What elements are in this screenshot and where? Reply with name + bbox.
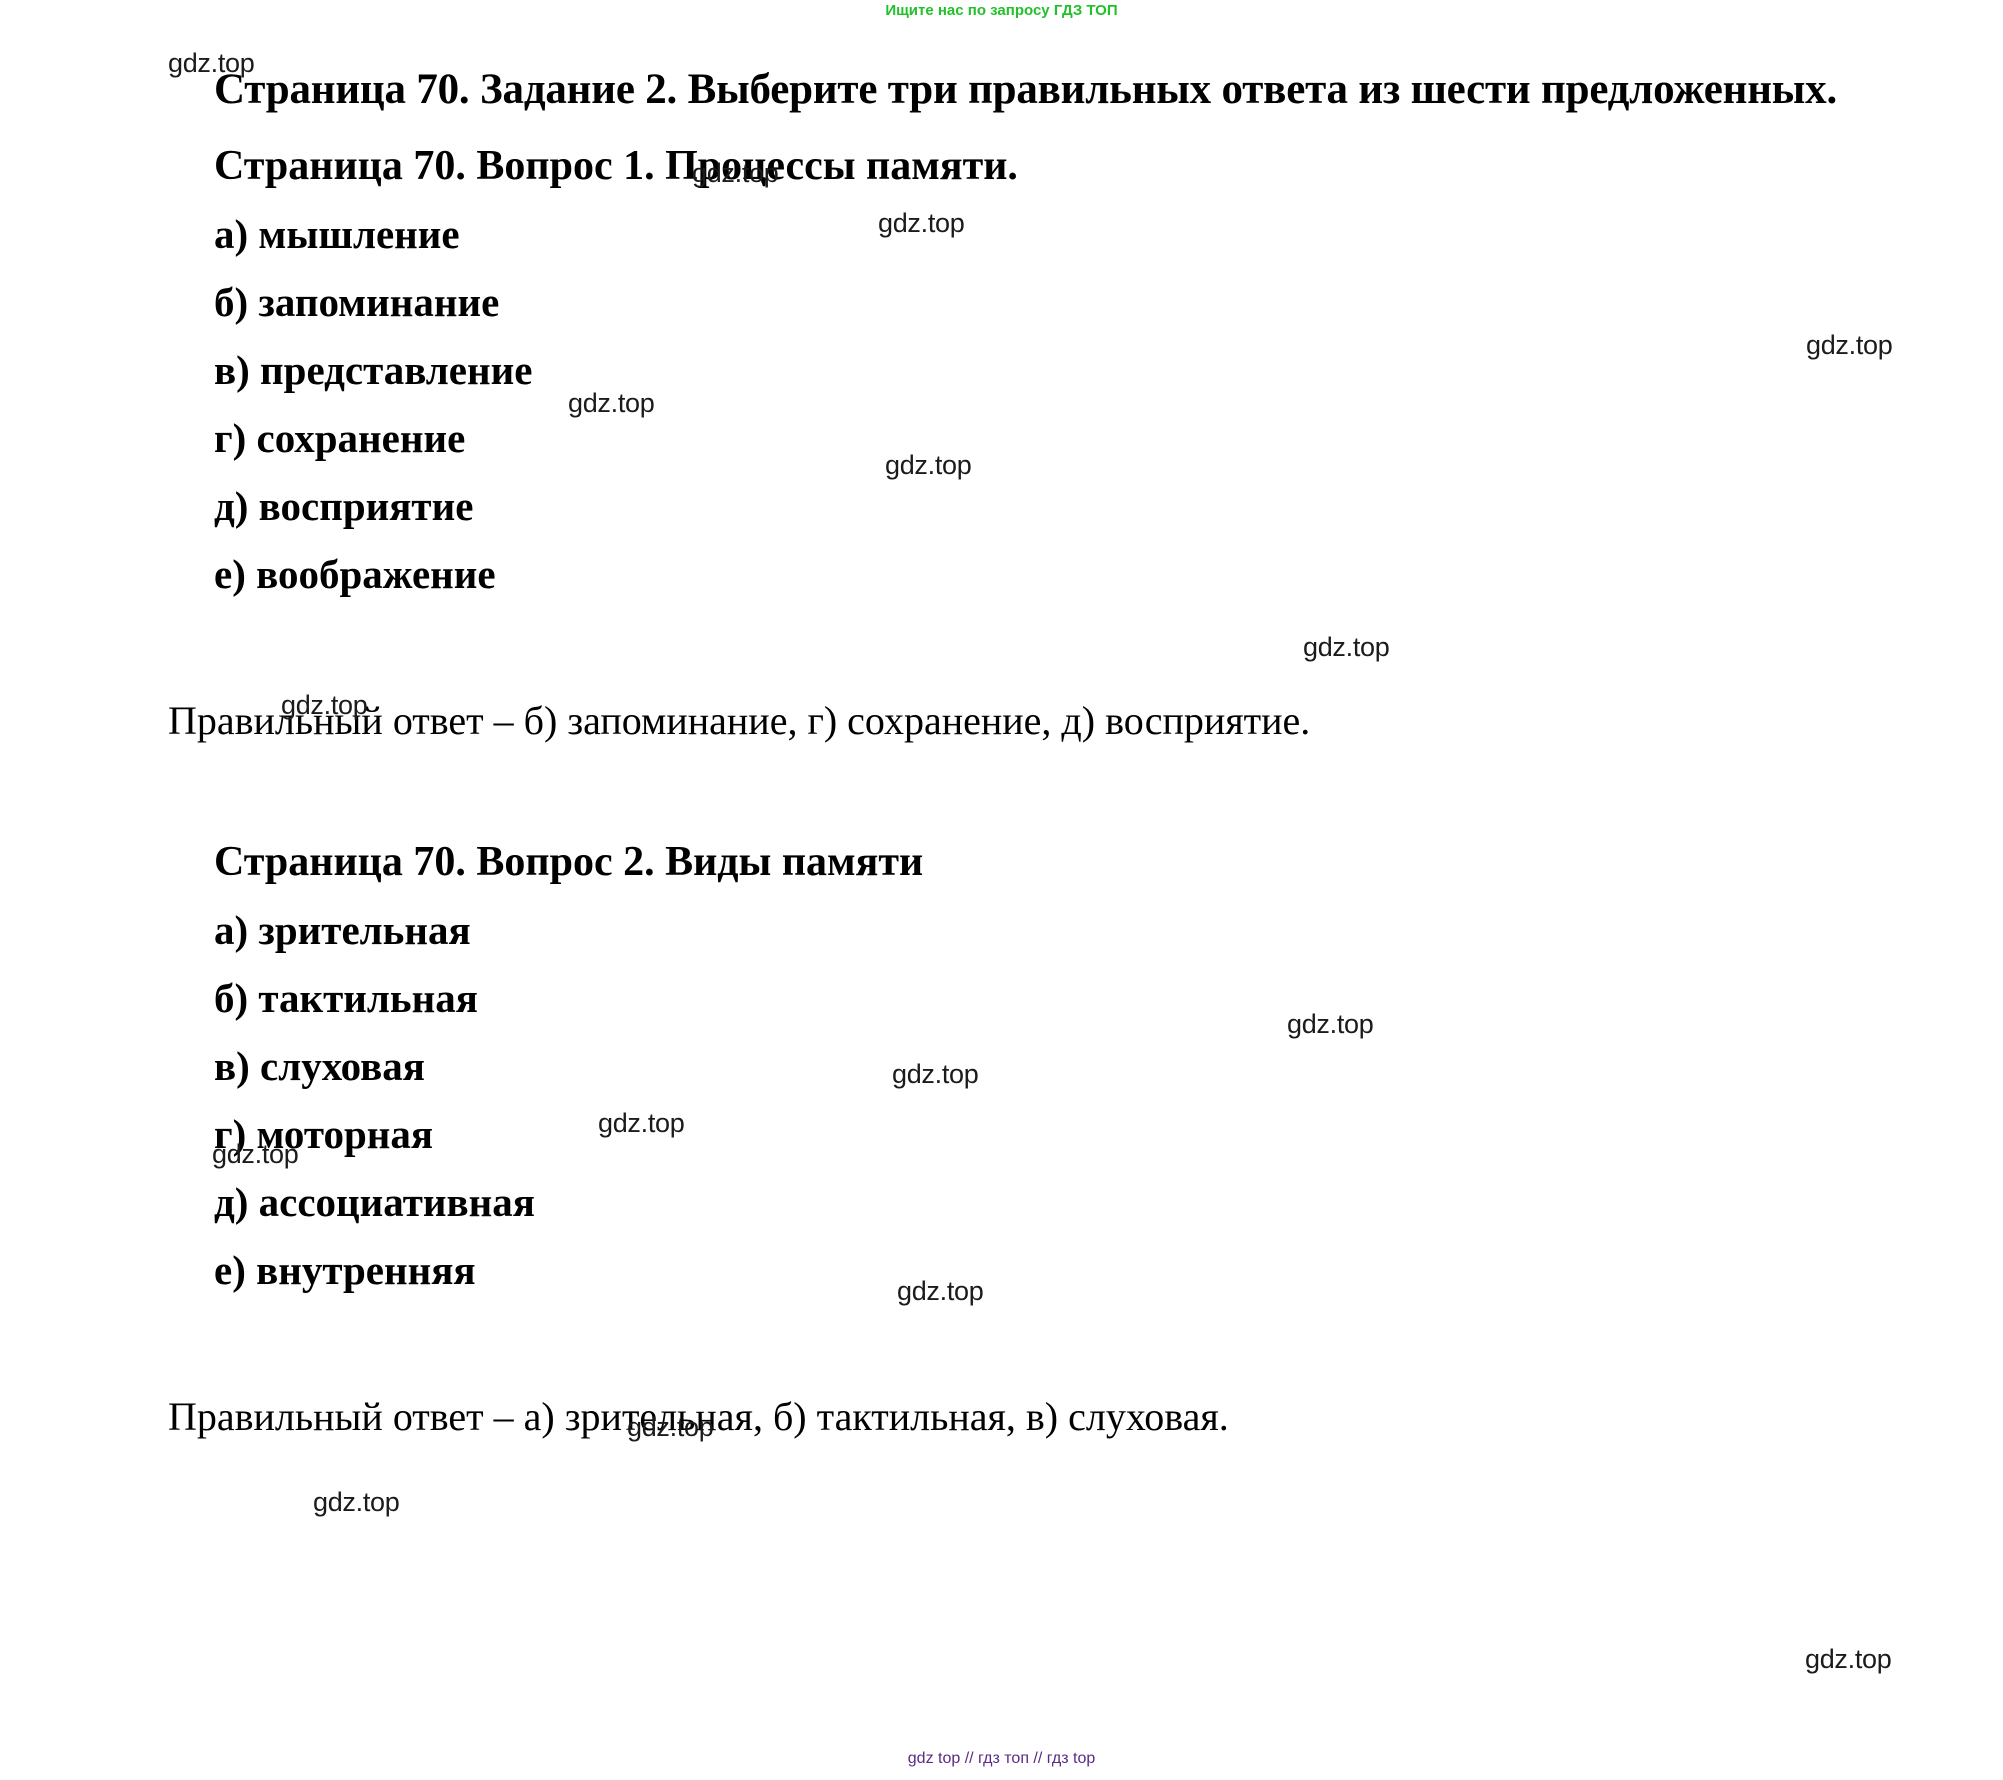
question-1-answer: Правильный ответ – б) запоминание, г) со… (168, 697, 1311, 743)
intro-paragraph: Страница 70. Задание 2. Выберите три пра… (214, 66, 1838, 113)
question-1-option-d[interactable]: д) восприятие (214, 482, 474, 529)
question-1-heading: Страница 70. Вопрос 1. Процессы памяти. (214, 142, 1018, 189)
watermark-gdz-top: gdz.top (897, 1276, 984, 1306)
watermark-gdz-top: gdz.top (598, 1108, 685, 1138)
promo-banner: Ищите нас по запросу ГДЗ ТОП (885, 2, 1118, 19)
watermark-gdz-top: gdz.top (212, 1139, 299, 1169)
watermark-gdz-top: gdz.top (313, 1487, 400, 1517)
watermark-gdz-top: gdz.top (1303, 632, 1390, 662)
watermark-gdz-top: gdz.top (892, 1059, 979, 1089)
footer-links: gdz top // гдз топ // гдз top (907, 1750, 1096, 1767)
question-2-option-e[interactable]: е) внутренняя (214, 1246, 476, 1293)
question-2-option-v[interactable]: в) слуховая (214, 1042, 425, 1089)
question-1-option-b[interactable]: б) запоминание (214, 278, 500, 325)
watermark-gdz-top: gdz.top (627, 1412, 714, 1442)
question-2-option-a[interactable]: а) зрительная (214, 906, 471, 953)
watermark-gdz-top: gdz.top (1806, 330, 1893, 360)
question-2-option-g[interactable]: г) моторная (214, 1110, 434, 1157)
watermark-gdz-top: gdz.top (1287, 1009, 1374, 1039)
watermark-gdz-top: gdz.top (168, 48, 255, 78)
document-body: Страница 70. Задание 2. Выберите три пра… (168, 62, 1918, 1437)
question-2-answer: Правильный ответ – а) зрительная, б) так… (168, 1393, 1229, 1439)
question-2-heading: Страница 70. Вопрос 2. Виды памяти (214, 838, 924, 885)
question-2-option-d[interactable]: д) ассоциативная (214, 1178, 535, 1225)
watermark-gdz-top: gdz.top (281, 690, 368, 720)
question-1-option-v[interactable]: в) представление (214, 346, 533, 393)
question-1-option-e[interactable]: е) воображение (214, 550, 496, 597)
watermark-gdz-top: gdz.top (885, 450, 972, 480)
question-1-option-a[interactable]: а) мышление (214, 210, 460, 257)
watermark-gdz-top: gdz.top (878, 208, 965, 238)
watermark-gdz-top: gdz.top (692, 158, 779, 188)
watermark-gdz-top: gdz.top (568, 388, 655, 418)
question-block-2: Страница 70. Вопрос 2. Виды памяти а) зр… (168, 841, 1918, 1437)
watermark-gdz-top: gdz.top (1805, 1644, 1892, 1674)
question-block-1: Страница 70. Вопрос 1. Процессы памяти. … (168, 145, 1918, 741)
question-1-option-g[interactable]: г) сохранение (214, 414, 466, 461)
question-2-option-b[interactable]: б) тактильная (214, 974, 478, 1021)
